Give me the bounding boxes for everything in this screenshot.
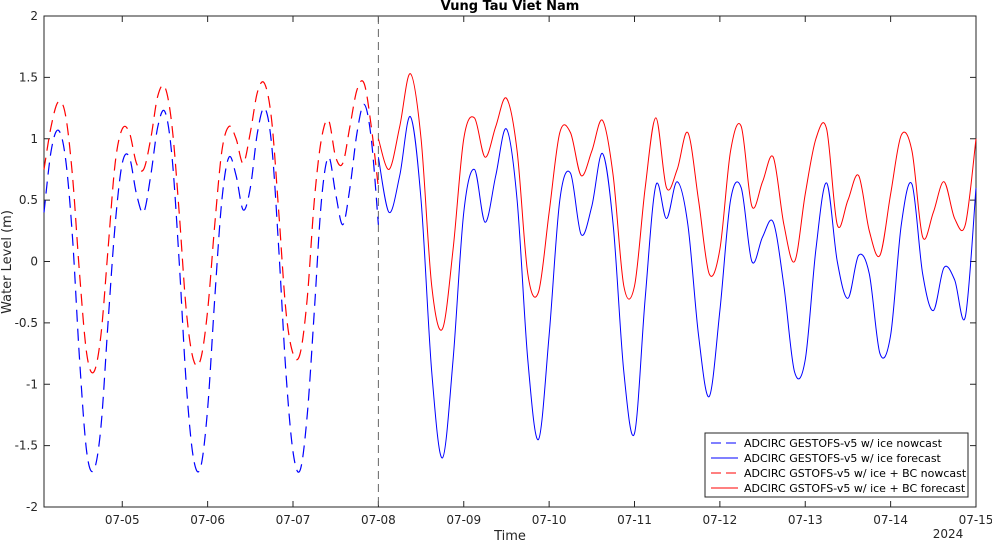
x-tick-label: 07-09 bbox=[446, 513, 481, 527]
x-axis: 07-05 07-06 07-07 07-08 07-09 07-10 07-11 07-12… bbox=[105, 16, 992, 527]
y-tick-label: 1.5 bbox=[19, 70, 38, 84]
x-tick-label: 07-15 bbox=[959, 513, 992, 527]
x-tick-label: 07-06 bbox=[190, 513, 225, 527]
year-label: 2024 bbox=[933, 527, 964, 541]
forecast-blue-series bbox=[377, 116, 977, 459]
x-axis-label: Time bbox=[493, 529, 526, 541]
x-tick-label: 07-10 bbox=[532, 513, 567, 527]
y-tick-label: 0 bbox=[30, 255, 38, 269]
nowcast-red-series bbox=[43, 80, 379, 374]
legend: ADCIRC GESTOFS-v5 w/ ice nowcast ADCIRC G… bbox=[704, 432, 969, 498]
nowcast-blue-series bbox=[43, 103, 379, 473]
x-tick-label: 07-08 bbox=[361, 513, 396, 527]
legend-entry: ADCIRC GESTOFS-v5 w/ ice nowcast bbox=[744, 437, 943, 450]
y-tick-label: 2 bbox=[30, 9, 38, 23]
y-tick-label: -1.5 bbox=[15, 439, 38, 453]
y-tick-label: -0.5 bbox=[15, 316, 38, 330]
x-tick-label: 07-13 bbox=[788, 513, 823, 527]
y-axis: -2 -1.5 -1 -0.5 0 0.5 1 1.5 2 bbox=[15, 9, 976, 514]
legend-box bbox=[704, 432, 969, 498]
x-tick-label: 07-11 bbox=[617, 513, 652, 527]
y-axis-label: Water Level (m) bbox=[0, 210, 15, 314]
x-tick-label: 07-14 bbox=[873, 513, 908, 527]
legend-entry: ADCIRC GESTOFS-v5 w/ ice forecast bbox=[744, 452, 942, 465]
y-tick-label: 1 bbox=[30, 132, 38, 146]
legend-entry: ADCIRC GSTOFS-v5 w/ ice + BC forecast bbox=[744, 482, 966, 495]
x-tick-label: 07-07 bbox=[276, 513, 311, 527]
x-tick-label: 07-12 bbox=[702, 513, 737, 527]
y-tick-label: 0.5 bbox=[19, 193, 38, 207]
y-tick-label: -1 bbox=[26, 377, 38, 391]
x-tick-label: 07-05 bbox=[105, 513, 140, 527]
series-layer bbox=[43, 73, 977, 473]
chart-title: Vung Tau Viet Nam bbox=[441, 0, 580, 14]
y-tick-label: -2 bbox=[26, 500, 38, 514]
forecast-red-series bbox=[377, 73, 977, 331]
legend-entry: ADCIRC GSTOFS-v5 w/ ice + BC nowcast bbox=[744, 467, 967, 480]
